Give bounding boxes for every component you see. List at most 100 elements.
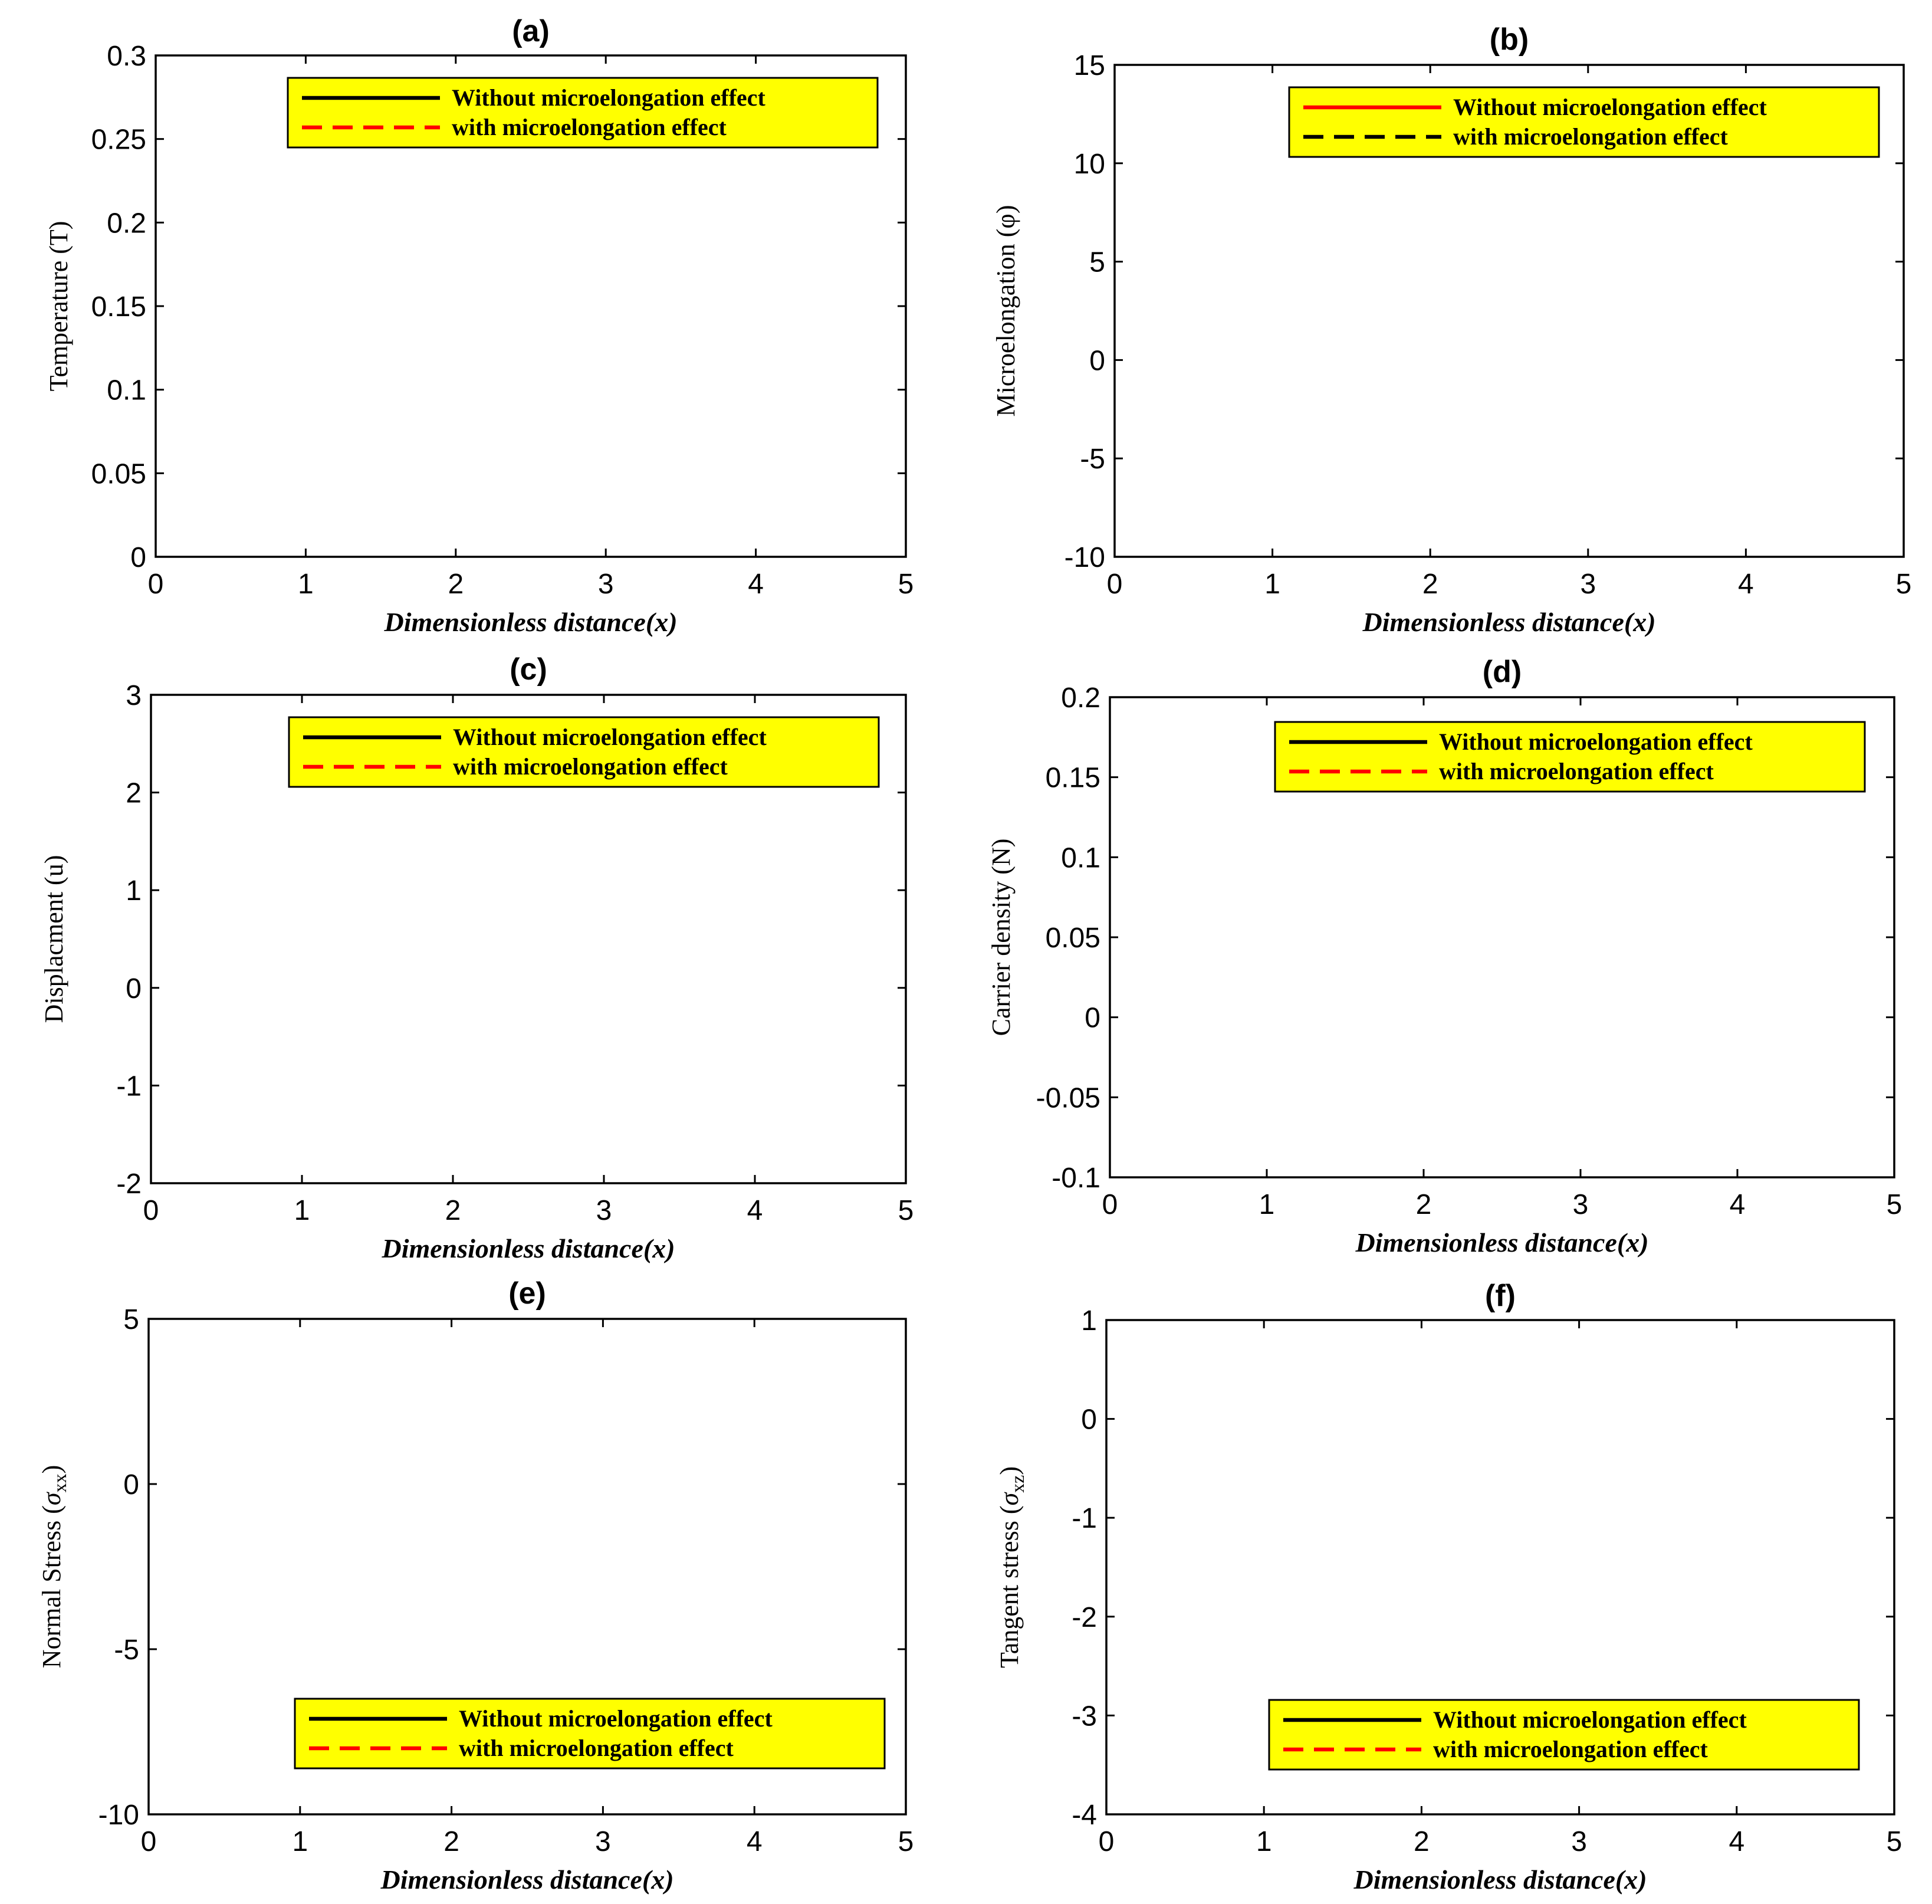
legend-label-without: Without microelongation effect: [452, 84, 765, 111]
y-tick-label: 0.3: [107, 41, 146, 72]
y-tick-label: 10: [1074, 149, 1105, 180]
x-axis-label: Dimensionless distance(x): [1355, 1227, 1648, 1258]
y-tick-label: 0.1: [107, 375, 146, 406]
legend-label-without: Without microelongation effect: [453, 724, 767, 750]
x-tick-label: 1: [298, 569, 314, 600]
x-tick-label: 3: [596, 1195, 612, 1226]
x-tick-label: 4: [1729, 1826, 1744, 1857]
y-tick-label: -10: [98, 1800, 139, 1831]
legend: Without microelongation effect with micro…: [288, 716, 880, 788]
y-tick-label: 0.15: [1046, 763, 1100, 794]
panel-title: (a): [512, 14, 550, 48]
y-tick-label: 0.25: [91, 124, 146, 156]
y-tick-label: 0: [1081, 1404, 1097, 1436]
panel-title: (b): [1490, 22, 1529, 57]
x-tick-label: 2: [1422, 569, 1438, 600]
y-tick-label: -2: [116, 1168, 142, 1200]
legend-box: [1274, 721, 1866, 793]
x-tick-label: 0: [148, 569, 164, 600]
y-axis-label: Temperature (T): [44, 221, 73, 392]
x-tick-label: 0: [143, 1195, 159, 1226]
y-tick-label: 0.1: [1061, 842, 1100, 874]
panel-title: (f): [1485, 1279, 1516, 1313]
y-tick-label: -5: [114, 1634, 139, 1666]
legend-box: [1288, 86, 1880, 158]
y-tick-label: -0.05: [1036, 1082, 1100, 1114]
x-tick-label: 4: [747, 1195, 763, 1226]
x-tick-label: 5: [1887, 1189, 1903, 1220]
chart-panel-f: 0 1 2 3 4 5 -4 -3 -2 -1 0 1 (f) Dimensionless distanc…: [995, 1279, 1902, 1895]
y-tick-label: -4: [1072, 1800, 1097, 1831]
y-axis-label: Displacment (u): [40, 855, 68, 1023]
x-tick-label: 2: [445, 1195, 461, 1226]
panel-title: (c): [510, 652, 547, 687]
legend-box: [1268, 1699, 1860, 1771]
x-tick-label: 2: [1416, 1189, 1432, 1220]
y-tick-label: 0.2: [1061, 682, 1100, 714]
x-tick-label: 1: [1264, 569, 1280, 600]
chart-panel-a: 0 1 2 3 4 5 0 0.05 0.1 0.15 0.2 0.25 0.3 (a) Dimension…: [44, 14, 914, 637]
x-tick-label: 3: [1580, 569, 1596, 600]
chart-panel-e: 0 1 2 3 4 5 -10 -5 0 5 (e) Dimensionless distance(x…: [37, 1276, 914, 1895]
x-axis-label: Dimensionless distance(x): [381, 1233, 675, 1263]
x-tick-label: 1: [1256, 1826, 1272, 1857]
legend: Without microelongation effect with micro…: [287, 77, 879, 149]
x-axis-label: Dimensionless distance(x): [1353, 1864, 1647, 1895]
x-axis-label: Dimensionless distance(x): [383, 607, 677, 637]
x-tick-label: 3: [595, 1826, 611, 1857]
x-tick-label: 5: [898, 1826, 914, 1857]
x-tick-label: 1: [292, 1826, 308, 1857]
y-tick-label: 0: [123, 1469, 139, 1501]
x-tick-label: 4: [748, 569, 764, 600]
x-tick-label: 0: [1102, 1189, 1118, 1220]
legend-label-with: with microelongation effect: [1453, 123, 1728, 150]
legend-label-with: with microelongation effect: [1439, 758, 1714, 784]
y-tick-label: 2: [126, 778, 142, 809]
x-tick-label: 1: [294, 1195, 310, 1226]
y-tick-label: -3: [1072, 1701, 1097, 1732]
chart-panel-d: 0 1 2 3 4 5 -0.1 -0.05 0 0.05 0.1 0.15 0.2 (d) Dimensi…: [987, 655, 1902, 1258]
x-tick-label: 2: [443, 1826, 459, 1857]
y-tick-label: -2: [1072, 1602, 1097, 1633]
y-axis-label: Tangent stress (σxz): [995, 1466, 1028, 1668]
x-tick-label: 4: [1738, 569, 1754, 600]
x-axis-label: Dimensionless distance(x): [1362, 607, 1655, 637]
legend-label-with: with microelongation effect: [1433, 1736, 1708, 1762]
y-tick-label: 0.15: [91, 291, 146, 323]
y-axis-label: Microelongation (φ): [991, 205, 1020, 417]
legend-label-without: Without microelongation effect: [459, 1705, 773, 1732]
x-tick-label: 2: [448, 569, 464, 600]
y-tick-label: 3: [126, 680, 142, 711]
y-tick-label: 5: [123, 1304, 139, 1335]
y-tick-label: -0.1: [1052, 1163, 1100, 1194]
panel-title: (d): [1483, 655, 1522, 689]
legend-label-without: Without microelongation effect: [1453, 94, 1767, 120]
y-tick-label: -1: [1072, 1503, 1097, 1534]
x-tick-label: 5: [898, 1195, 914, 1226]
y-tick-label: -1: [116, 1071, 142, 1102]
y-tick-label: -5: [1080, 444, 1105, 475]
legend-label-with: with microelongation effect: [459, 1735, 734, 1761]
x-tick-label: 0: [141, 1826, 157, 1857]
y-tick-label: -10: [1064, 542, 1105, 573]
x-tick-label: 5: [898, 569, 914, 600]
x-tick-label: 2: [1414, 1826, 1430, 1857]
panel-title: (e): [508, 1276, 546, 1311]
y-tick-label: 1: [1081, 1305, 1097, 1337]
legend-label-with: with microelongation effect: [452, 114, 727, 140]
legend-box: [294, 1698, 886, 1770]
x-tick-label: 4: [747, 1826, 763, 1857]
x-axis-label: Dimensionless distance(x): [380, 1864, 673, 1895]
legend-box: [287, 77, 879, 149]
legend: Without microelongation effect with micro…: [294, 1698, 886, 1770]
x-tick-label: 4: [1730, 1189, 1746, 1220]
legend-label-without: Without microelongation effect: [1439, 728, 1753, 755]
y-axis-label: Carrier density (N): [987, 839, 1016, 1036]
legend: Without microelongation effect with micro…: [1288, 86, 1880, 158]
legend-label-with: with microelongation effect: [453, 753, 728, 780]
y-tick-label: 0.2: [107, 208, 146, 239]
y-tick-label: 0: [130, 542, 146, 573]
y-axis-label: Normal Stress (σxx): [37, 1465, 70, 1669]
y-tick-label: 0.05: [91, 458, 146, 490]
y-tick-label: 0: [1089, 345, 1105, 376]
